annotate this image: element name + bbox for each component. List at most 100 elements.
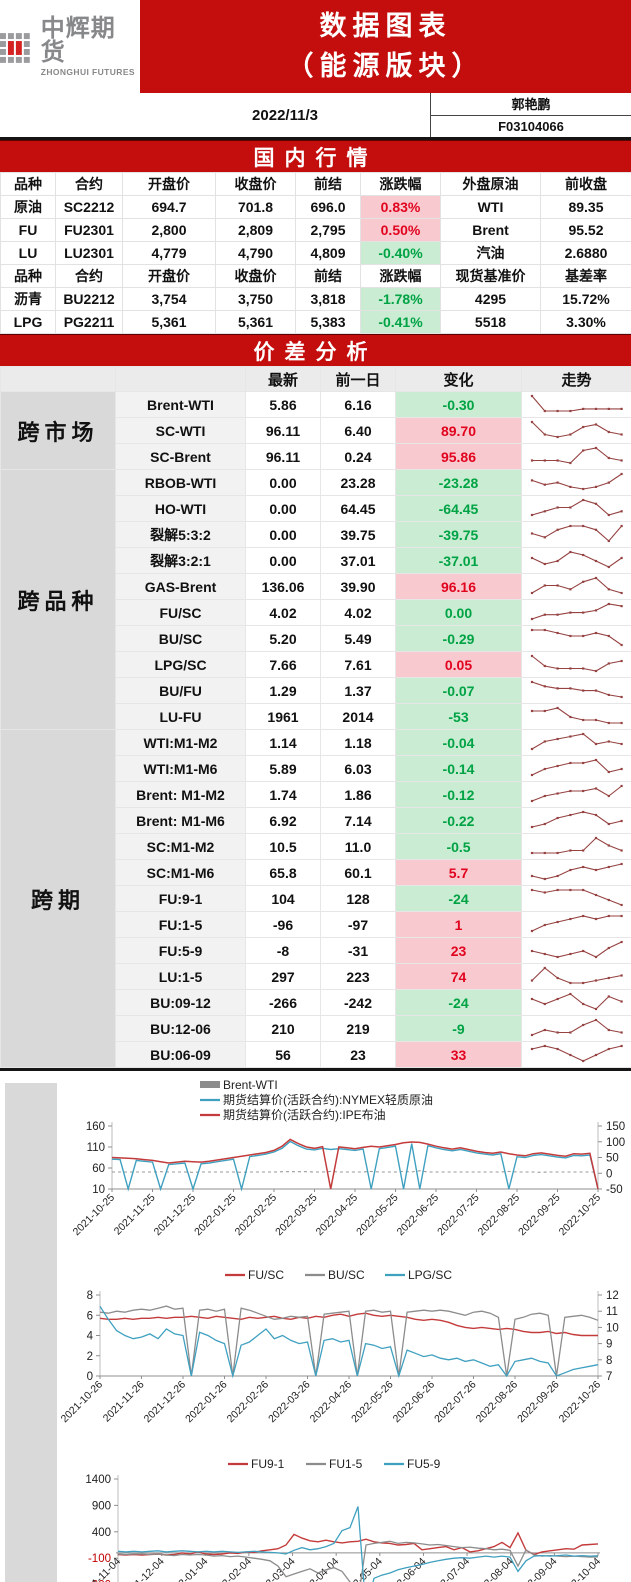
sparkline (530, 758, 623, 777)
sparkline (530, 446, 623, 465)
previous-value: 7.14 (320, 807, 396, 834)
svg-text:BU/SC: BU/SC (328, 1268, 365, 1282)
previous-value: 39.75 (320, 521, 396, 548)
svg-text:2022-02-04: 2022-02-04 (208, 1555, 255, 1582)
latest-value: 104 (245, 885, 321, 912)
sparkline (530, 732, 623, 751)
previous-value: -97 (320, 911, 396, 938)
spread-name: BU:06-09 (115, 1041, 246, 1068)
cell: PG2211 (55, 310, 123, 334)
latest-value: 5.20 (245, 625, 321, 652)
spread-row: LU:1-5 297 223 74 (1, 963, 631, 990)
svg-text:8: 8 (606, 1355, 612, 1367)
cell: 89.35 (540, 195, 631, 219)
change-cell: -24 (395, 885, 522, 912)
previous-value: -31 (320, 937, 396, 964)
sparkline (530, 680, 623, 699)
svg-text:0: 0 (87, 1371, 93, 1383)
previous-value: 1.37 (320, 677, 396, 704)
cell: 4,790 (215, 241, 296, 265)
svg-text:2022-06-04: 2022-06-04 (382, 1555, 429, 1582)
trend-cell (521, 573, 631, 600)
spread-row: WTI:M1-M6 5.89 6.03 -0.14 (1, 755, 631, 782)
previous-value: -242 (320, 989, 396, 1016)
cell: 701.8 (215, 195, 296, 219)
spread-row: 裂解5:3:2 0.00 39.75 -39.75 (1, 521, 631, 548)
column-header: 最新 (245, 366, 321, 392)
analyst-box: 郭艳鹏 F03104066 (430, 93, 631, 137)
latest-value: 65.8 (245, 859, 321, 886)
trend-cell (521, 963, 631, 990)
section-divider (0, 1068, 631, 1071)
svg-text:8: 8 (87, 1290, 93, 1302)
change-cell: -23.28 (395, 469, 522, 496)
trend-cell (521, 443, 631, 470)
report-title: 数据图表 （能源版块） (140, 0, 631, 93)
spread-row: Brent: M1-M6 6.92 7.14 -0.22 (1, 807, 631, 834)
sparkline (530, 1044, 623, 1063)
previous-value: 39.90 (320, 573, 396, 600)
spread-row: 跨期 WTI:M1-M2 1.14 1.18 -0.04 (0, 729, 631, 1068)
sparkline (530, 472, 623, 491)
previous-value: 11.0 (320, 833, 396, 860)
previous-value: 64.45 (320, 495, 396, 522)
spread-name: Brent: M1-M6 (115, 807, 246, 834)
previous-value: 2014 (320, 703, 396, 730)
column-header: 涨跌幅 (360, 264, 441, 288)
previous-value: 128 (320, 885, 396, 912)
trend-cell (521, 807, 631, 834)
trend-cell (521, 521, 631, 548)
change-cell: 5.7 (395, 859, 522, 886)
change-cell: -64.45 (395, 495, 522, 522)
previous-value: 6.40 (320, 417, 396, 444)
change-cell: 96.16 (395, 573, 522, 600)
spread-name: BU:09-12 (115, 989, 246, 1016)
spread-name: BU/FU (115, 677, 246, 704)
report-title-line2: （能源版块） (286, 50, 485, 81)
trend-cell (521, 417, 631, 444)
cell: 95.52 (540, 218, 631, 242)
cell: LU2301 (55, 241, 123, 265)
cell: SC2212 (55, 195, 123, 219)
column-header: 开盘价 (122, 172, 216, 196)
cell: Brent (440, 218, 541, 242)
spread-name: WTI:M1-M6 (115, 755, 246, 782)
cell: 原油 (0, 195, 56, 219)
previous-value: 6.03 (320, 755, 396, 782)
previous-value: 6.16 (320, 391, 396, 418)
analyst-license: F03104066 (498, 118, 564, 134)
table-row: 沥青 BU2212 3,754 3,750 3,818 -1.78% 4295 15.72% (0, 287, 631, 311)
trend-cell (521, 651, 631, 678)
svg-text:2022-10-25: 2022-10-25 (557, 1192, 604, 1239)
sparkline (530, 940, 623, 959)
svg-text:2022-05-26: 2022-05-26 (349, 1379, 396, 1426)
svg-text:2022-09-25: 2022-09-25 (516, 1192, 563, 1239)
table-row: LU LU2301 4,779 4,790 4,809 -0.40% 汽油 2.6880 (0, 241, 631, 265)
change-cell: -1.78% (360, 287, 441, 311)
logo-mark-icon (0, 32, 30, 63)
cell: 4,779 (122, 241, 216, 265)
column-header: 走势 (521, 366, 631, 392)
trend-cell (521, 677, 631, 704)
svg-text:2022-07-25: 2022-07-25 (435, 1192, 482, 1239)
previous-value: 1.86 (320, 781, 396, 808)
svg-text:6: 6 (87, 1310, 93, 1322)
sparkline (530, 836, 623, 855)
cell: 5,361 (122, 310, 216, 334)
spread-name: HO-WTI (115, 495, 246, 522)
change-cell: -0.40% (360, 241, 441, 265)
latest-value: -266 (245, 989, 321, 1016)
change-cell: -9 (395, 1015, 522, 1042)
svg-text:2022-03-26: 2022-03-26 (266, 1379, 313, 1426)
svg-text:12: 12 (606, 1290, 619, 1302)
analyst-name: 郭艳鹏 (431, 93, 631, 116)
cell: 3.30% (540, 310, 631, 334)
spread-row: SC-WTI 96.11 6.40 89.70 (1, 417, 631, 444)
sparkline (530, 420, 623, 439)
latest-value: 0.00 (245, 495, 321, 522)
spread-row: FU:9-1 104 128 -24 (1, 885, 631, 912)
spread-name: FU:1-5 (115, 911, 246, 938)
svg-text:2021-10-25: 2021-10-25 (71, 1192, 118, 1239)
group-label: 跨期 (0, 729, 116, 1068)
svg-text:4: 4 (87, 1331, 94, 1343)
